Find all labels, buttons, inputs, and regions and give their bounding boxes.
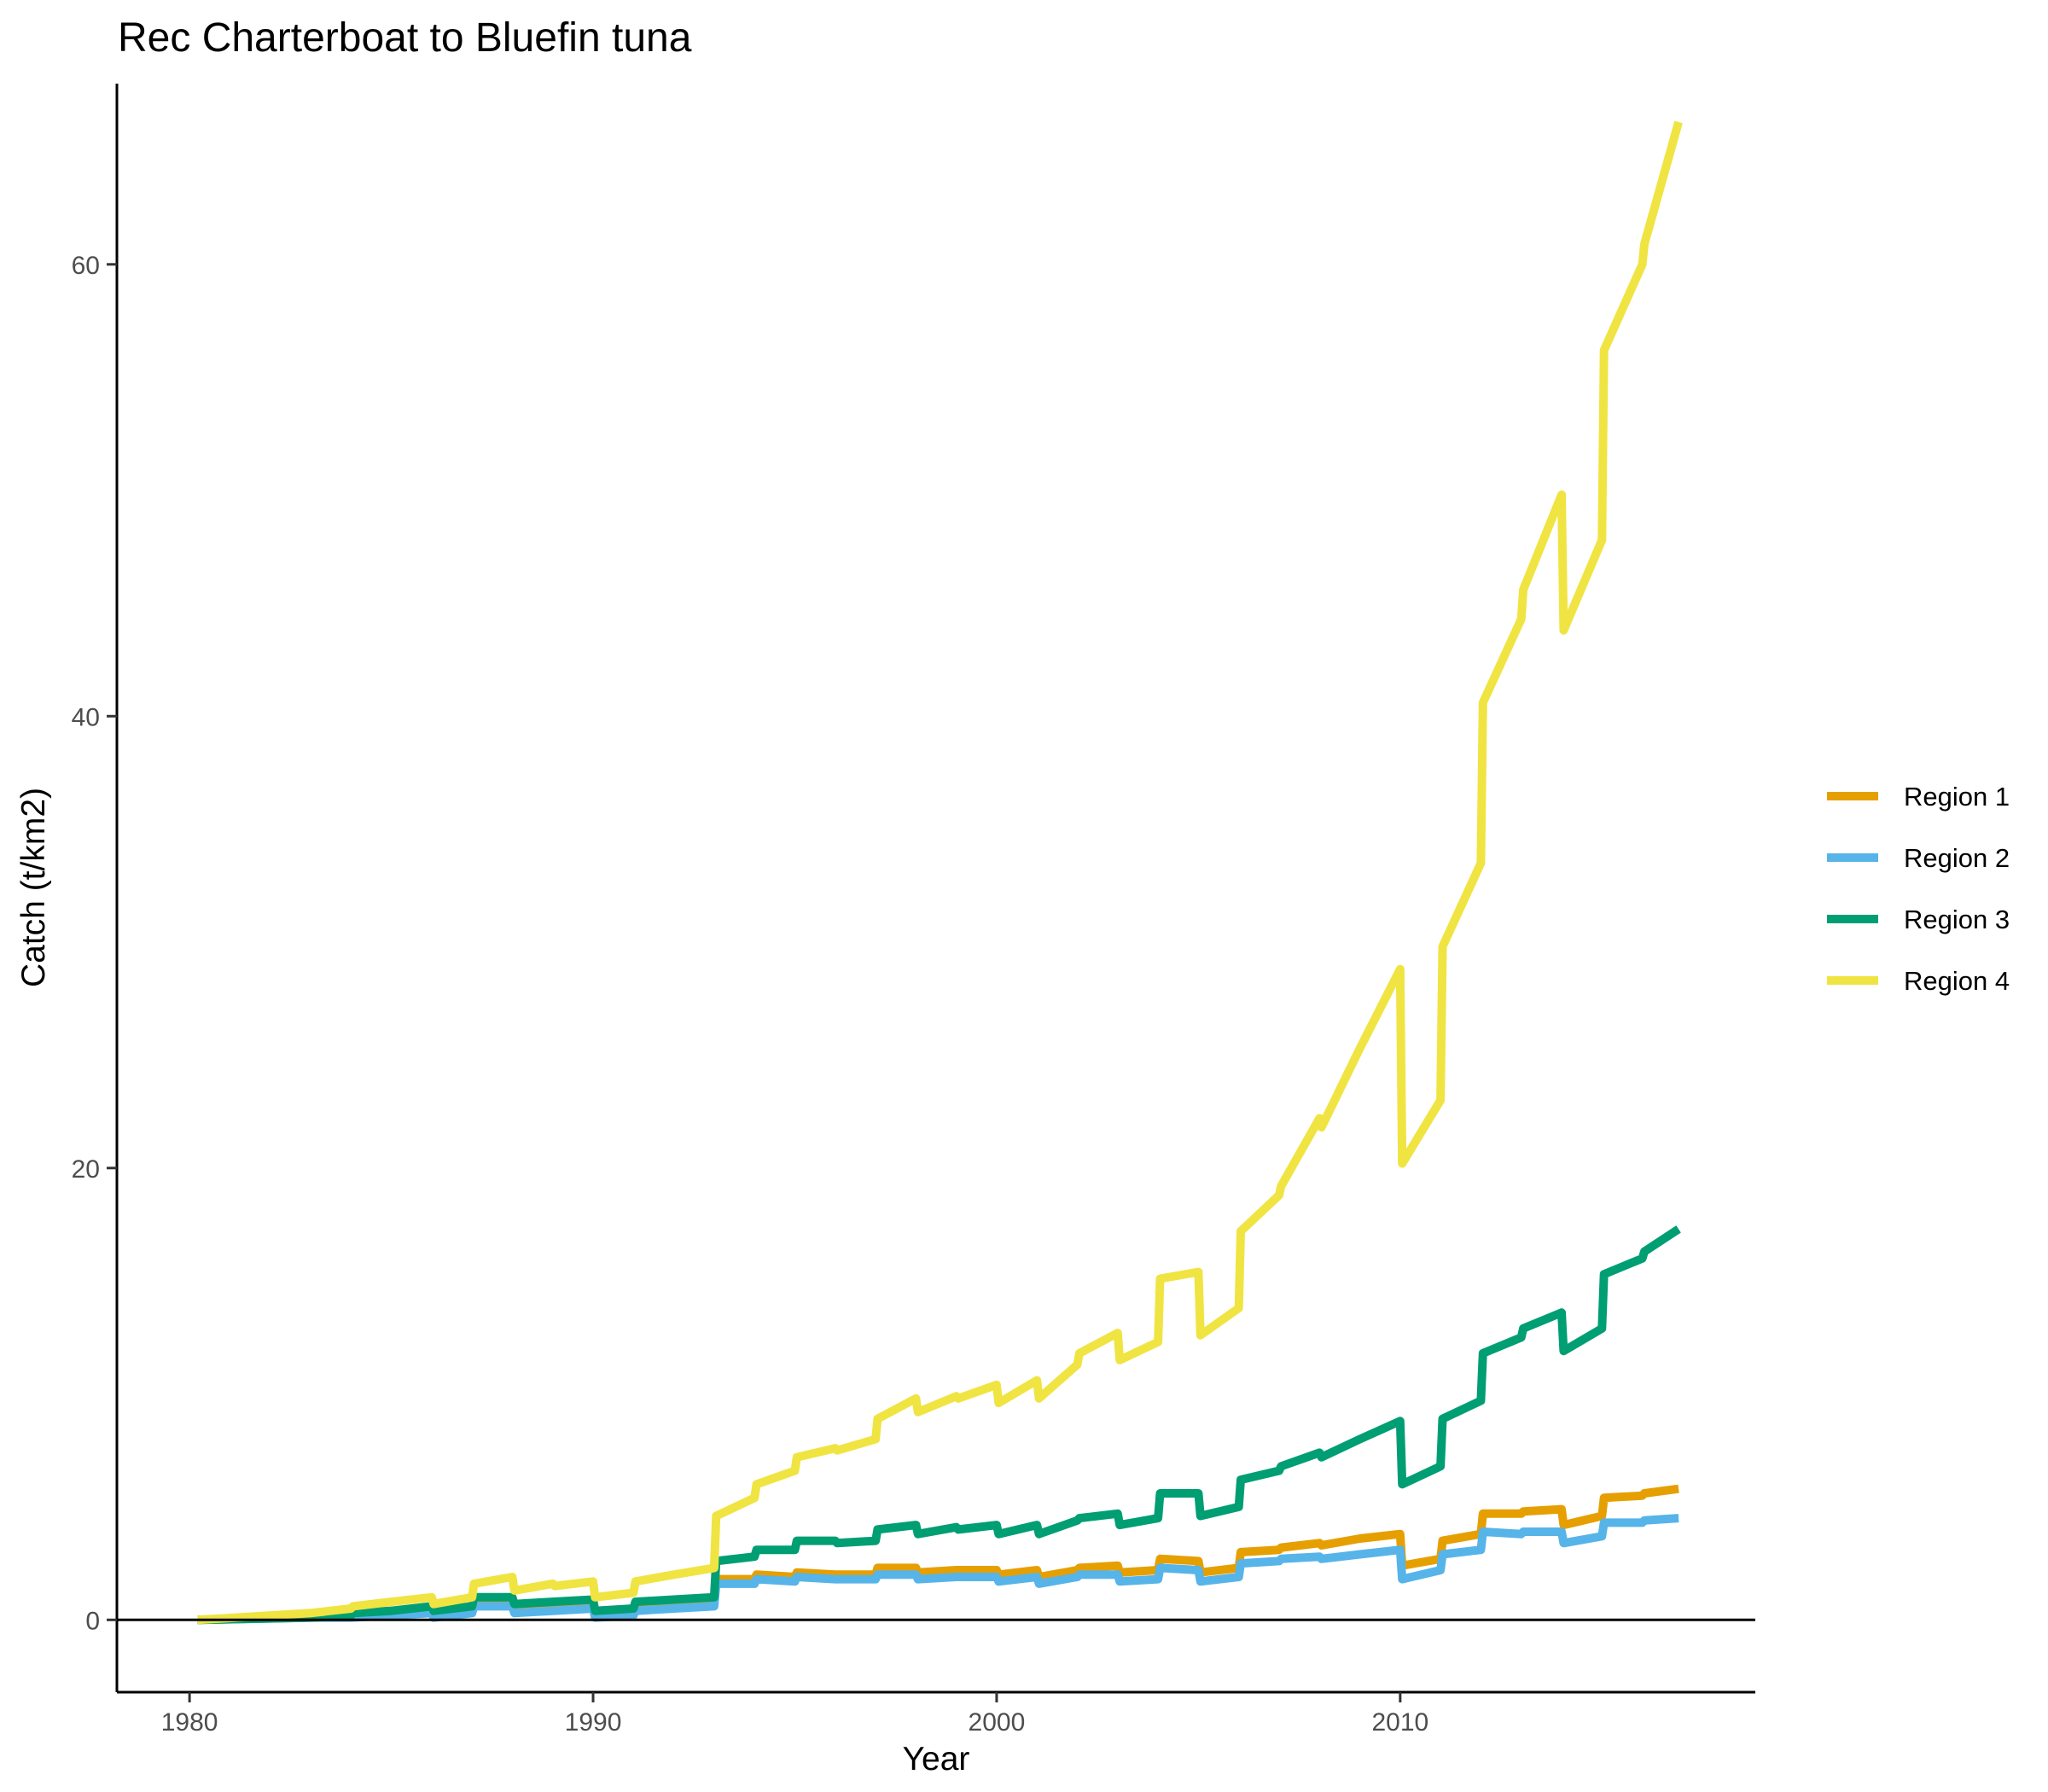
x-tick-label: 2000 bbox=[969, 1708, 1026, 1737]
x-tick-label: 1980 bbox=[161, 1708, 218, 1737]
y-axis-ticks: 0 20 40 60 bbox=[72, 252, 117, 1635]
legend-label-region-2: Region 2 bbox=[1904, 843, 2010, 873]
series-line-region-2 bbox=[197, 1514, 1679, 1625]
legend-label-region-3: Region 3 bbox=[1904, 905, 2010, 934]
y-tick-label: 20 bbox=[72, 1155, 100, 1184]
legend-label-region-4: Region 4 bbox=[1904, 966, 2010, 996]
x-axis-ticks: 1980 1990 2000 2010 bbox=[161, 1692, 1428, 1737]
y-tick-label: 40 bbox=[72, 703, 100, 731]
legend-label-region-1: Region 1 bbox=[1904, 782, 2010, 812]
x-tick-label: 1990 bbox=[565, 1708, 622, 1737]
x-tick-label: 2010 bbox=[1371, 1708, 1428, 1737]
series-line-region-3 bbox=[197, 1225, 1681, 1625]
series-layer bbox=[197, 120, 1683, 1625]
x-axis-title: Year bbox=[903, 1741, 970, 1777]
series-line-region-4 bbox=[197, 120, 1683, 1625]
legend: Region 1 Region 2 Region 3 Region 4 bbox=[1827, 782, 2010, 996]
y-tick-label: 60 bbox=[72, 252, 100, 280]
chart-title: Rec Charterboat to Bluefin tuna bbox=[118, 15, 692, 61]
y-axis-title: Catch (t/km2) bbox=[15, 788, 52, 987]
y-tick-label: 0 bbox=[85, 1607, 100, 1635]
